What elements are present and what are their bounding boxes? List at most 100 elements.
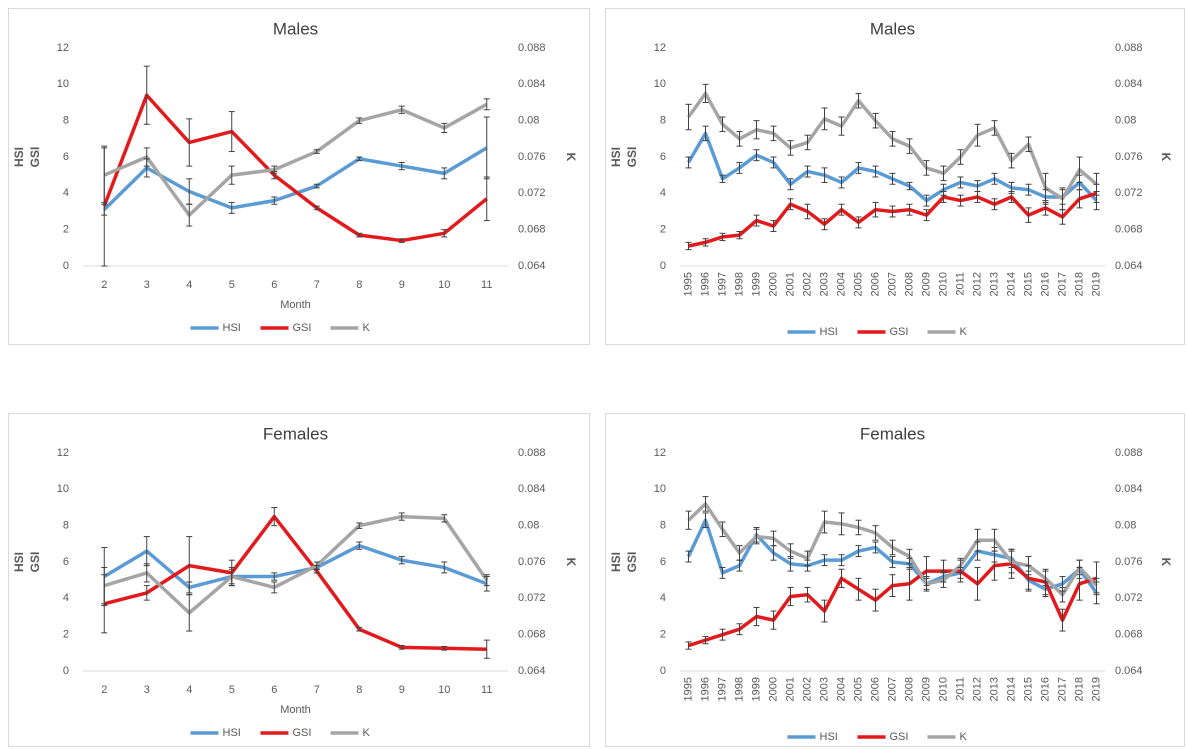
error-bar	[906, 203, 913, 216]
error-bar	[855, 545, 862, 558]
x-tick-label: 2018	[1073, 272, 1085, 296]
error-bar	[143, 585, 150, 601]
y-tick-label: 0	[660, 260, 666, 272]
x-tick-label: 2019	[1090, 677, 1102, 701]
error-bar	[940, 191, 947, 203]
error-bar	[356, 626, 363, 632]
legend-label: GSI	[293, 322, 312, 334]
chart-title: Females	[263, 424, 328, 443]
x-tick-label: 1999	[750, 272, 762, 296]
x-tick-label: 2007	[886, 272, 898, 296]
y2-tick-label: 0.084	[1115, 483, 1143, 495]
x-tick-label: 9	[399, 279, 405, 291]
error-bar	[719, 628, 726, 641]
x-tick-label: 2009	[920, 677, 932, 701]
error-bar	[101, 566, 108, 605]
y2-tick-label: 0.076	[1115, 151, 1143, 163]
error-bar	[719, 174, 726, 183]
x-tick-label: 2016	[1039, 272, 1051, 296]
y2-tick-label: 0.088	[518, 447, 546, 459]
x-tick-label: 10	[438, 279, 450, 291]
error-bar	[702, 512, 709, 528]
error-bar	[991, 198, 998, 211]
y2-axis-label: K	[564, 558, 578, 567]
legend-label: GSI	[890, 731, 909, 743]
error-bar	[719, 566, 726, 579]
error-bar	[1059, 608, 1066, 632]
x-tick-label: 4	[186, 279, 192, 291]
error-bar	[957, 176, 964, 189]
error-bar	[702, 635, 709, 645]
error-bar	[271, 581, 278, 594]
x-tick-label: 2008	[903, 272, 915, 296]
error-bar	[940, 165, 947, 182]
x-tick-label: 2001	[784, 677, 796, 701]
error-bar	[838, 116, 845, 136]
error-bar	[143, 65, 150, 125]
error-bar	[855, 92, 862, 109]
y-tick-label: 8	[660, 115, 666, 127]
y-tick-label: 10	[654, 483, 666, 495]
error-bar	[872, 588, 879, 612]
error-bar	[483, 574, 490, 587]
legend-label: HSI	[820, 731, 838, 743]
error-bar	[398, 238, 405, 243]
y-tick-label: 2	[63, 224, 69, 236]
x-tick-label: 2004	[835, 272, 847, 296]
error-bar	[356, 541, 363, 550]
x-tick-label: 2003	[818, 677, 830, 701]
error-bar	[770, 125, 777, 142]
error-bar	[821, 599, 828, 623]
x-tick-label: 8	[356, 684, 362, 696]
error-bar	[753, 149, 760, 162]
error-bar	[906, 566, 913, 601]
y2-axis-label: K	[1159, 153, 1173, 162]
x-tick-label: 2008	[903, 677, 915, 701]
x-tick-label: 9	[399, 684, 405, 696]
error-bar	[770, 156, 777, 169]
y-axis-label: GSI	[625, 147, 639, 168]
error-bar	[356, 156, 363, 162]
x-tick-label: 2017	[1056, 272, 1068, 296]
error-bar	[719, 232, 726, 242]
error-bar	[838, 568, 845, 588]
x-tick-label: 1995	[682, 677, 694, 701]
y-tick-label: 6	[660, 151, 666, 163]
y2-tick-label: 0.084	[1115, 78, 1143, 90]
error-bar	[736, 131, 743, 147]
error-bar	[1093, 172, 1100, 196]
y2-tick-label: 0.088	[1115, 447, 1143, 459]
series-line	[103, 543, 488, 590]
x-tick-label: 2005	[852, 677, 864, 701]
error-bar	[398, 512, 405, 521]
y2-tick-label: 0.064	[518, 665, 546, 677]
error-bar	[685, 550, 692, 563]
y-tick-label: 2	[660, 629, 666, 641]
panel-border	[605, 8, 1185, 345]
error-bar	[957, 194, 964, 207]
y-tick-label: 4	[660, 187, 666, 199]
error-bar	[736, 623, 743, 636]
x-tick-label: 1998	[733, 272, 745, 296]
x-tick-label: 2003	[818, 272, 830, 296]
error-bar	[143, 147, 150, 167]
error-bar	[906, 138, 913, 154]
error-bar	[1008, 152, 1015, 169]
error-bar	[753, 528, 760, 545]
error-bar	[313, 183, 320, 189]
error-bar	[804, 586, 811, 603]
error-bar	[719, 116, 726, 133]
error-bar	[821, 218, 828, 231]
chart-title: Males	[273, 19, 318, 38]
error-bar	[838, 203, 845, 216]
error-bar	[702, 125, 709, 142]
y2-tick-label: 0.076	[1115, 556, 1143, 568]
error-bar	[186, 203, 193, 227]
error-bar	[398, 645, 405, 650]
error-bar	[1076, 189, 1083, 209]
error-bar	[685, 241, 692, 251]
error-bar	[770, 220, 777, 232]
y-tick-label: 12	[654, 42, 666, 54]
error-bar	[770, 610, 777, 630]
x-tick-label: 2011	[954, 677, 966, 701]
